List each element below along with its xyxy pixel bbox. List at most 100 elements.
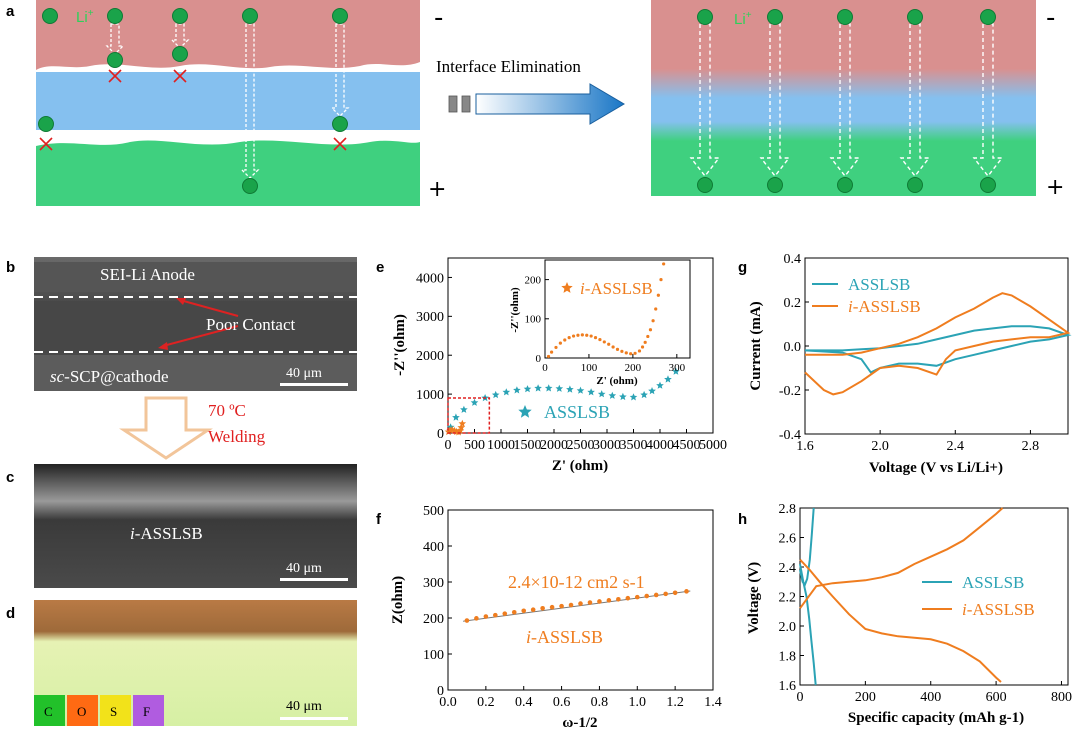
inset-data-point [593, 336, 598, 340]
panel-label-a: a [6, 3, 15, 20]
legend-label-ASSLSB: ASSLSB [962, 573, 1024, 592]
inset-y-axis-label: -Z''(ohm) [509, 287, 521, 333]
ion-path-arrow [972, 23, 1004, 178]
li-ion [837, 177, 853, 193]
data-point [672, 590, 678, 596]
data-point-i-ASSLSB [450, 426, 459, 434]
plot-frame [799, 507, 1069, 686]
inset-data-point [589, 334, 593, 338]
plot-frame [447, 509, 714, 691]
y-tick-label: 2000 [416, 349, 444, 364]
li-ion [332, 8, 348, 24]
legend-marker-ASSLSB [518, 405, 532, 418]
x-tick-label: 2500 [567, 438, 595, 453]
x-tick-label: 1500 [514, 438, 542, 453]
data-point-ASSLSB [656, 381, 664, 389]
x-tick-label: 1.2 [666, 695, 684, 710]
schematic-right [651, 0, 1036, 196]
element-symbol: O [77, 704, 86, 719]
plus-sign-left: + [428, 177, 446, 202]
x-axis-label: Voltage (V vs Li/Li+) [869, 460, 1003, 476]
discharge-curve-ASSLSB [799, 563, 817, 686]
x-tick-label: 0.2 [477, 695, 495, 710]
y-tick-label: 500 [423, 504, 444, 519]
x-axis-label: ω-1/2 [562, 715, 597, 731]
inset-data-point [611, 345, 615, 349]
x-tick-label: 600 [986, 690, 1007, 705]
element-symbol: S [110, 704, 117, 719]
x-tick-label: 0 [542, 362, 548, 374]
x-tick-label: 400 [920, 690, 941, 705]
inset-data-point [643, 340, 647, 344]
x-tick-label: 4500 [673, 438, 701, 453]
y-tick-label: 0 [437, 684, 444, 699]
minus-sign-right: - [1046, 3, 1055, 33]
li-ion [697, 9, 713, 25]
x-tick-label: 3500 [620, 438, 648, 453]
series-label-i-ASSLSB: i-ASSLSB [526, 627, 603, 647]
x-tick-label: 2000 [540, 438, 568, 453]
interface-elimination-label: Interface Elimination [436, 57, 581, 76]
y-tick-label: 2.6 [779, 531, 797, 546]
inset-data-point [549, 350, 554, 354]
li-ion [38, 116, 54, 132]
li-ion [767, 177, 783, 193]
plot-frame [544, 259, 691, 359]
legend-marker-i-ASSLSB [561, 282, 573, 293]
data-point-ASSLSB [513, 386, 521, 394]
y-tick-label: 200 [423, 612, 444, 627]
li-ion [172, 46, 188, 62]
sem-image-b [34, 257, 357, 391]
y-tick-label: 1000 [416, 388, 444, 403]
x-tick-label: 5000 [699, 438, 727, 453]
x-tick-label: 300 [669, 362, 686, 374]
ion-path-arrow [759, 23, 791, 178]
element-swatch [34, 695, 65, 726]
inset-data-point [598, 337, 602, 342]
data-point-i-ASSLSB [457, 423, 466, 431]
element-symbol: F [143, 704, 150, 719]
li-ion [767, 9, 783, 25]
x-tick-label: 200 [855, 690, 876, 705]
inset-data-point [648, 328, 653, 332]
cv-curve-ASSLSB [804, 325, 1072, 374]
ion-path-arrow [899, 23, 931, 178]
data-point [521, 608, 527, 614]
li-ion [107, 52, 123, 68]
legend-label-ASSLSB: ASSLSB [848, 275, 910, 294]
data-point [606, 598, 612, 603]
x-tick-label: 2.8 [1022, 439, 1040, 454]
cathode-label: sc-SCP@cathode [50, 367, 169, 386]
y-tick-label: 2.0 [779, 620, 797, 635]
data-point [568, 602, 574, 608]
scale-bar-c: 40 μm [286, 561, 322, 576]
y-axis-label: Voltage (V) [746, 562, 762, 634]
x-tick-label: 1.4 [704, 695, 722, 710]
data-point-ASSLSB [629, 393, 638, 401]
y-tick-label: 0.4 [784, 252, 802, 267]
data-point [464, 618, 470, 623]
plot-frame [804, 257, 1069, 435]
data-point [616, 596, 621, 602]
element-swatch [67, 695, 98, 726]
li-ion [242, 178, 258, 194]
x-tick-label: 2.0 [871, 439, 889, 454]
chart-e: 0 500 100015002000250030003500400045005000… [392, 257, 727, 474]
data-point [474, 616, 479, 621]
inset-data-point [558, 341, 562, 345]
y-tick-label: 0 [536, 353, 542, 365]
blocked-mark [173, 69, 187, 83]
data-point [684, 589, 689, 594]
y-axis-label: -Z''(ohm) [392, 314, 408, 376]
x-tick-label: 4000 [646, 438, 674, 453]
element-symbol: C [44, 704, 53, 719]
data-point [578, 601, 583, 606]
li-ion [107, 8, 123, 24]
x-tick-label: 1000 [487, 438, 515, 453]
data-point-ASSLSB [566, 385, 574, 393]
element-swatch [100, 695, 131, 726]
inset-data-point [656, 293, 660, 297]
panel-label-d: d [6, 605, 15, 622]
